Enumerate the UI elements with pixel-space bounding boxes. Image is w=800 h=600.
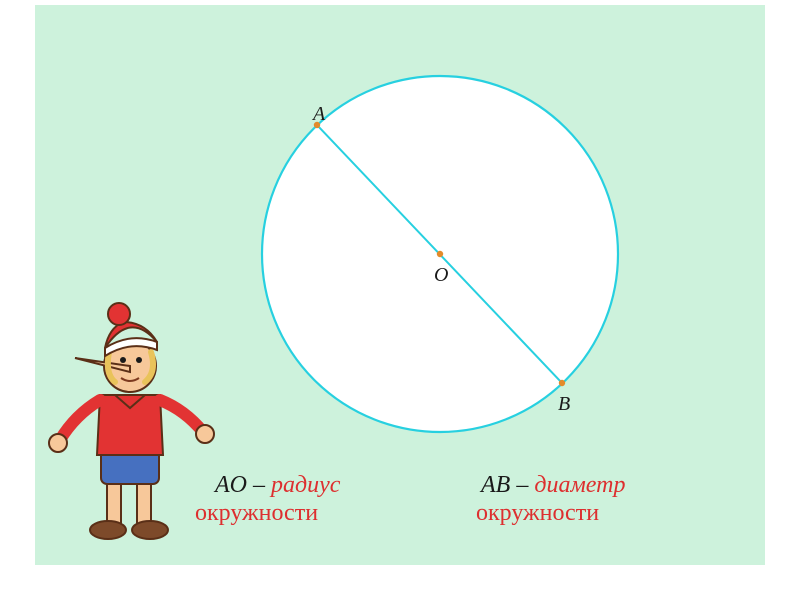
- mascot-illustration: [45, 300, 215, 560]
- mascot-body: [49, 303, 214, 539]
- caption-left-prefix: AO –: [215, 472, 265, 498]
- caption-right-keyword: диаметр: [534, 472, 625, 498]
- point-b-dot: [559, 380, 565, 386]
- stage: A O B AO – радиус окружности AB – диамет…: [0, 0, 800, 600]
- point-b-label: B: [558, 393, 570, 416]
- point-o-label: O: [434, 264, 448, 287]
- caption-right: AB – диаметр: [481, 472, 625, 499]
- caption-left-keyword: радиус: [271, 472, 340, 498]
- caption-right-sub: окружности: [476, 500, 599, 527]
- caption-left: AO – радиус: [215, 472, 340, 499]
- caption-right-prefix: AB –: [481, 472, 528, 498]
- point-o-dot: [437, 251, 443, 257]
- point-a-label: A: [313, 103, 325, 126]
